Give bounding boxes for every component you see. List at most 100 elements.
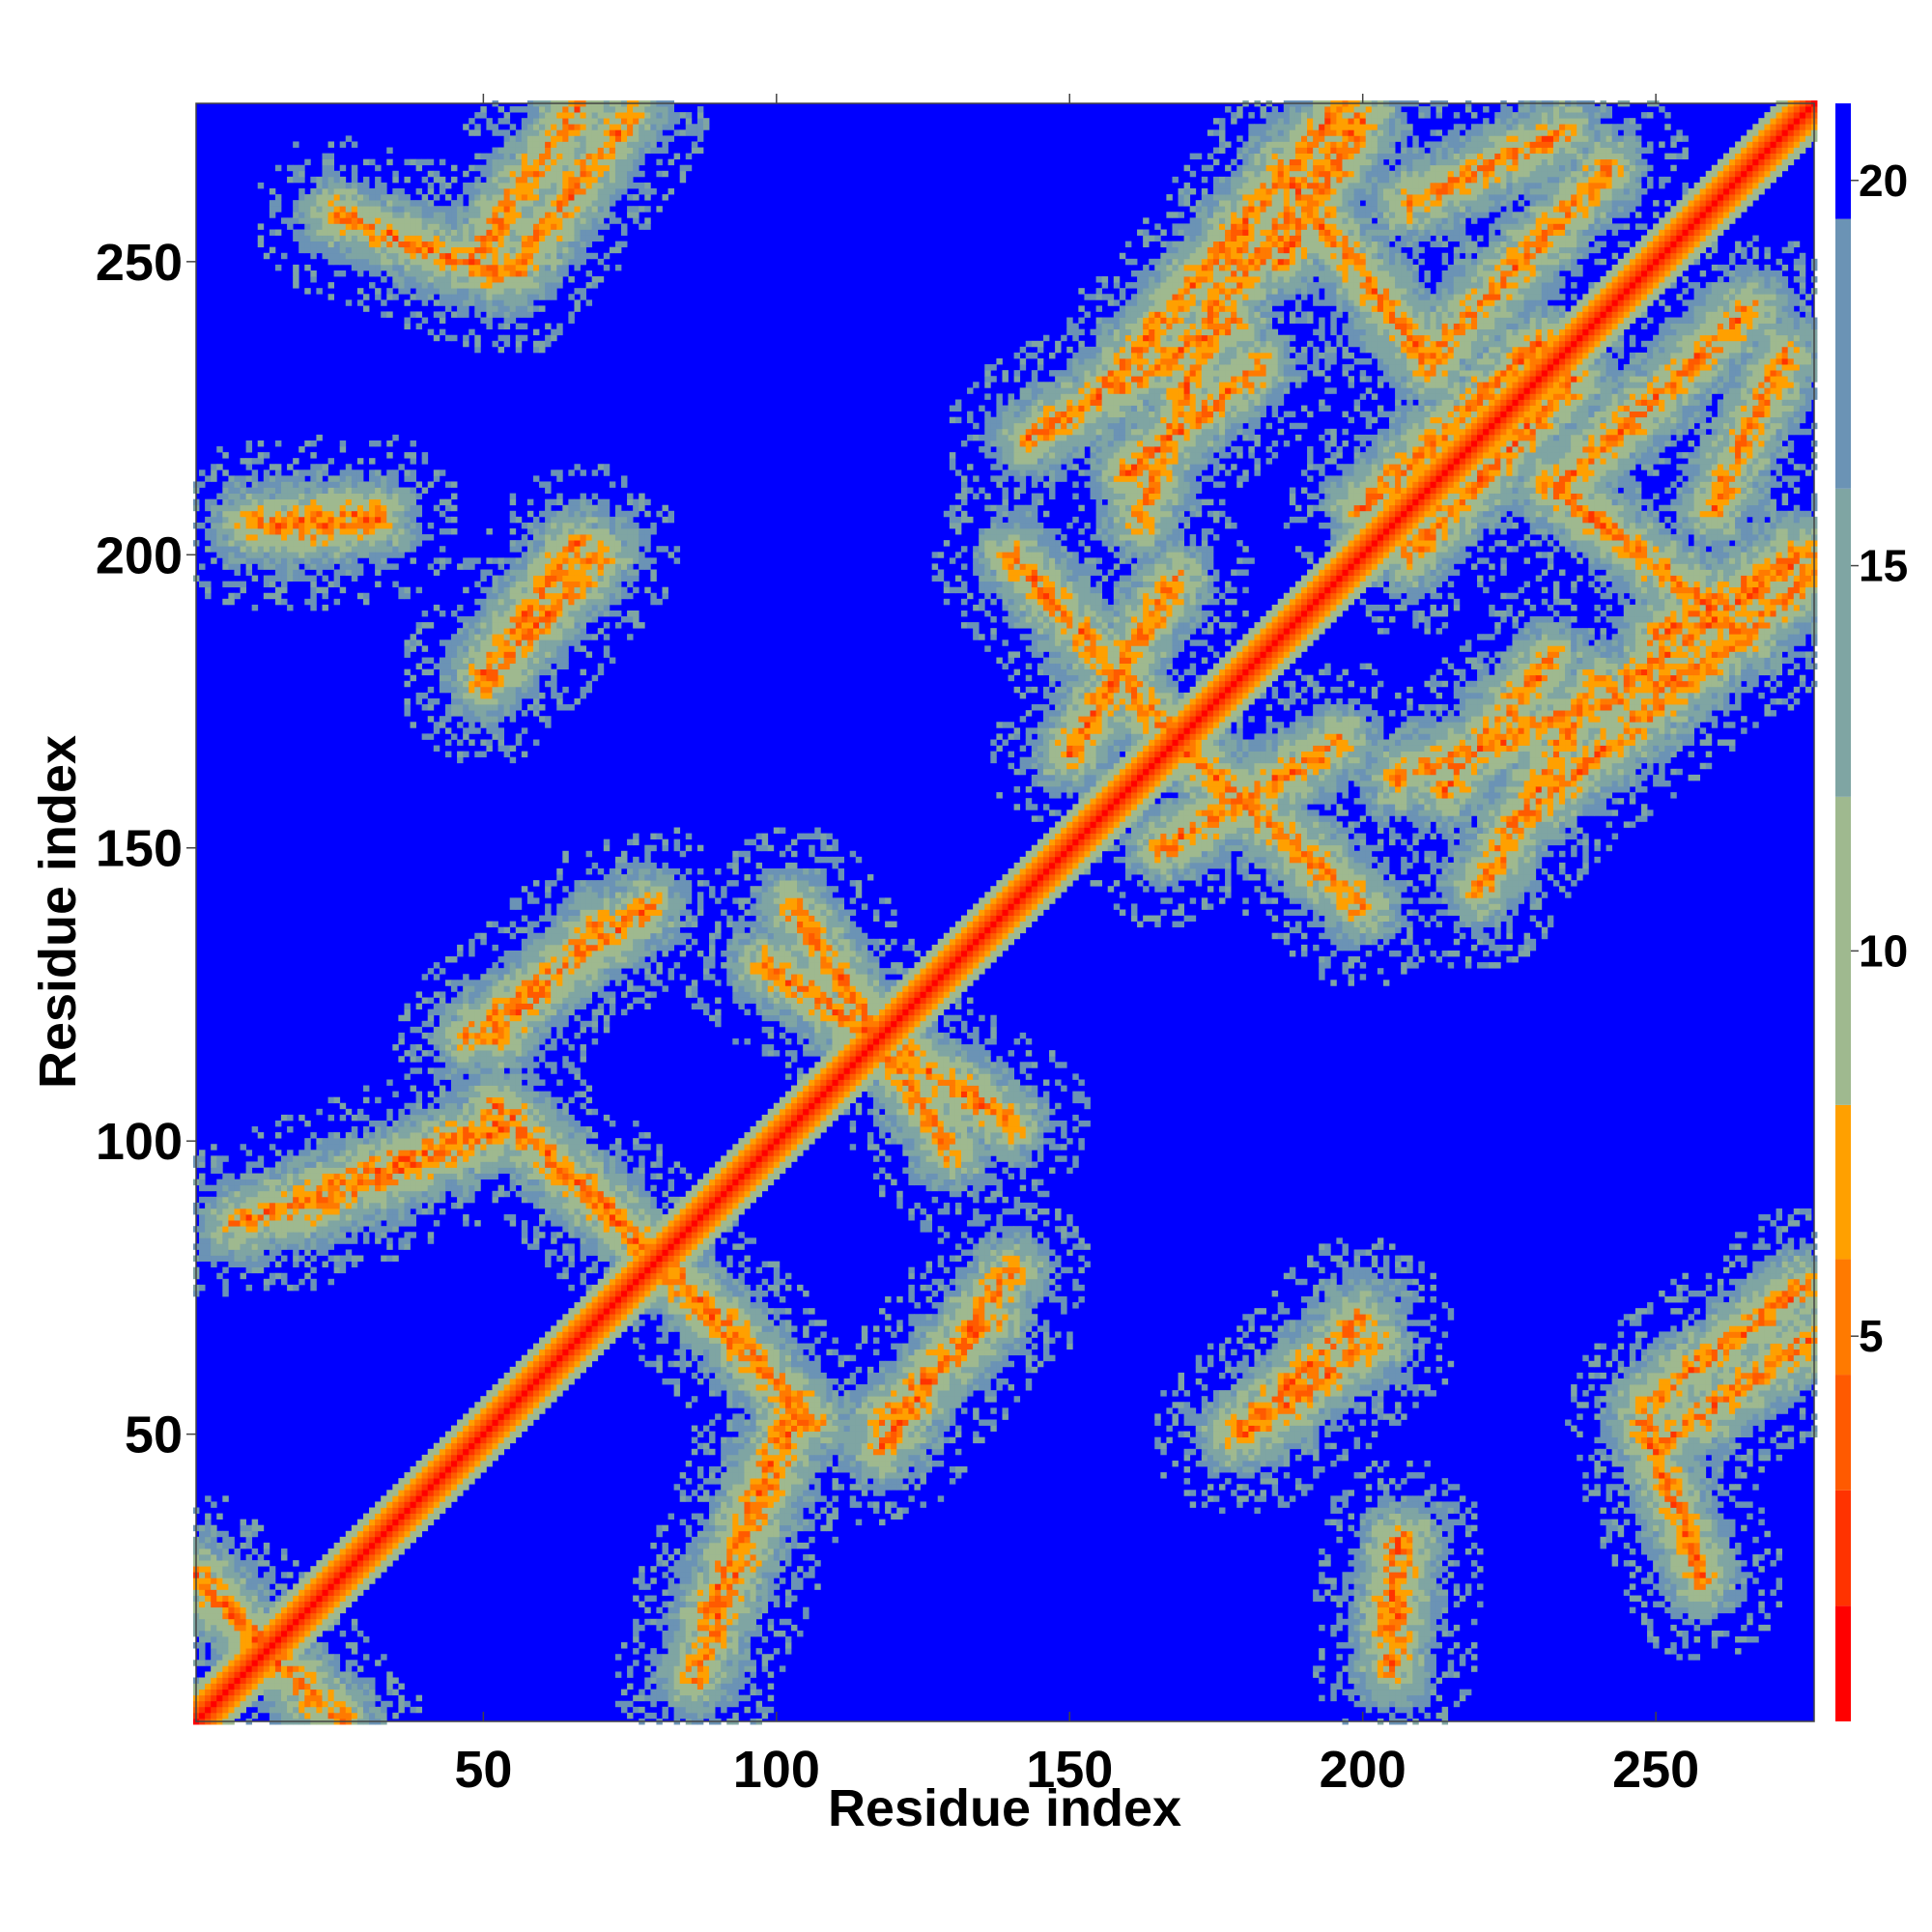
heatmap-cell (386, 246, 393, 254)
heatmap-cell (433, 1155, 440, 1162)
heatmap-cell (234, 592, 241, 600)
heatmap-cell (439, 241, 446, 248)
heatmap-cell (298, 1220, 305, 1227)
heatmap-cell (457, 692, 464, 699)
heatmap-cell (486, 921, 493, 928)
heatmap-cell (216, 1220, 223, 1227)
heatmap-cell (293, 1220, 299, 1227)
heatmap-cell (392, 194, 399, 201)
heatmap-cell (351, 1648, 358, 1655)
heatmap-cell (351, 1542, 358, 1549)
heatmap-cell (298, 241, 305, 248)
heatmap-cell (211, 1612, 217, 1620)
heatmap-cell (245, 1530, 253, 1538)
heatmap-cell (351, 563, 358, 570)
heatmap-cell (199, 1560, 206, 1567)
heatmap-cell (457, 194, 464, 201)
heatmap-cell (274, 1249, 282, 1256)
heatmap-cell (439, 1484, 446, 1491)
heatmap-cell (304, 1642, 311, 1649)
heatmap-cell (375, 581, 382, 588)
heatmap-cell (521, 305, 528, 312)
heatmap-cell (492, 1190, 498, 1198)
heatmap-cell (322, 241, 328, 248)
heatmap-cell (492, 294, 498, 300)
heatmap-cell (263, 1237, 270, 1244)
heatmap-cell (257, 1689, 265, 1696)
heatmap-cell (274, 1624, 282, 1632)
heatmap-cell (345, 1589, 353, 1596)
heatmap-cell (234, 1548, 241, 1555)
heatmap-cell (310, 1630, 317, 1637)
heatmap-cell (356, 1548, 364, 1555)
heatmap-cell (486, 657, 493, 664)
heatmap-cell (269, 1220, 276, 1227)
heatmap-cell (269, 1636, 276, 1643)
heatmap-cell (228, 522, 235, 529)
heatmap-cell (322, 153, 328, 160)
heatmap-cell (263, 1226, 270, 1233)
heatmap-cell (521, 1150, 528, 1156)
heatmap-cell (310, 546, 317, 553)
heatmap-cell (444, 1067, 452, 1074)
heatmap-cell (503, 991, 511, 998)
heatmap-cell (216, 1196, 223, 1204)
heatmap-cell (532, 739, 540, 746)
heatmap-cell (351, 481, 358, 488)
heatmap-cell (257, 1612, 265, 1620)
heatmap-cell (362, 1542, 370, 1549)
heatmap-cell (205, 1601, 212, 1608)
heatmap-cell (316, 1694, 323, 1702)
heatmap-cell (392, 510, 399, 518)
heatmap-cell (457, 305, 464, 312)
heatmap-cell (486, 1085, 493, 1092)
heatmap-cell (469, 1150, 475, 1156)
heatmap-cell (398, 1173, 405, 1180)
heatmap-cell (497, 1108, 505, 1116)
heatmap-cell (439, 1196, 446, 1204)
heatmap-cell (421, 200, 429, 207)
heatmap-cell (521, 552, 528, 558)
heatmap-cell (415, 1530, 423, 1538)
heatmap-cell (257, 1583, 265, 1590)
heatmap-cell (293, 1654, 299, 1661)
heatmap-cell (362, 1706, 370, 1714)
heatmap-cell (480, 651, 487, 658)
heatmap-cell (322, 235, 328, 242)
heatmap-cell (381, 276, 387, 283)
heatmap-cell (415, 1519, 423, 1526)
heatmap-cell (474, 616, 481, 623)
heatmap-cell (310, 270, 317, 277)
heatmap-cell (526, 1062, 534, 1068)
heatmap-cell (469, 282, 475, 289)
heatmap-cell (362, 1700, 370, 1708)
heatmap-cell (322, 1642, 328, 1649)
heatmap-cell (469, 557, 475, 564)
heatmap-cell (381, 229, 387, 236)
heatmap-cell (526, 264, 534, 271)
heatmap-cell (404, 516, 411, 524)
heatmap-cell (333, 1184, 341, 1192)
heatmap-cell (287, 487, 294, 494)
heatmap-cell (327, 188, 335, 195)
heatmap-cell (339, 498, 347, 506)
heatmap-cell (457, 604, 464, 611)
heatmap-cell (240, 1232, 246, 1238)
heatmap-cell (503, 926, 511, 934)
heatmap-cell (503, 704, 511, 711)
heatmap-cell (316, 1232, 323, 1238)
heatmap-cell (526, 557, 534, 564)
heatmap-cell (287, 1243, 294, 1250)
heatmap-cell (526, 1413, 534, 1420)
heatmap-cell (509, 246, 517, 254)
heatmap-cell (457, 657, 464, 664)
heatmap-cell (532, 622, 540, 629)
heatmap-cell (263, 1278, 270, 1286)
heatmap-cell (503, 598, 511, 606)
heatmap-cell (375, 534, 382, 541)
heatmap-cell (304, 1243, 311, 1250)
heatmap-cell (480, 264, 487, 271)
heatmap-cell (369, 206, 376, 213)
heatmap-cell (375, 510, 382, 518)
heatmap-cell (515, 692, 523, 699)
